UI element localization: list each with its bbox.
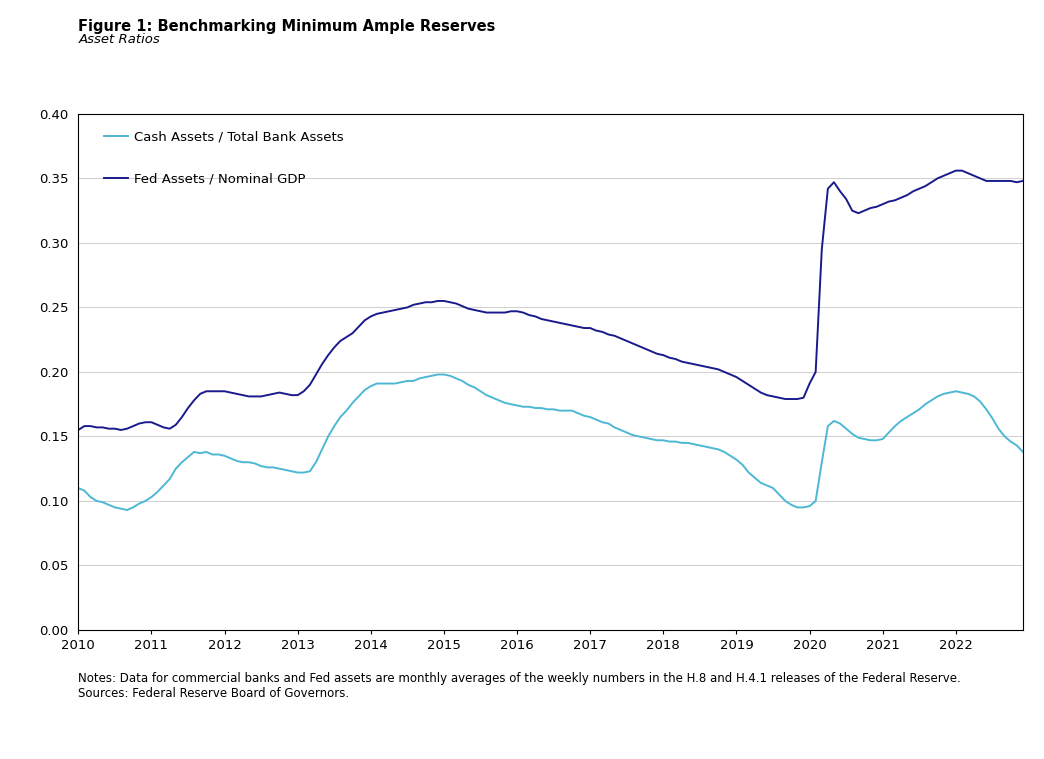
Fed Assets / Nominal GDP (72, 425, 85, 434)
Cash Assets / Total Bank Assets (437, 370, 450, 379)
Cash Assets / Total Bank Assets (431, 370, 444, 379)
Cash Assets / Total Bank Assets (315, 445, 328, 454)
Cash Assets / Total Bank Assets (736, 460, 749, 469)
Legend: Cash Assets / Total Bank Assets, Fed Assets / Nominal GDP: Cash Assets / Total Bank Assets, Fed Ass… (103, 131, 343, 186)
Fed Assets / Nominal GDP (950, 166, 963, 175)
Line: Fed Assets / Nominal GDP: Fed Assets / Nominal GDP (78, 171, 1023, 430)
Fed Assets / Nominal GDP (426, 298, 438, 307)
Cash Assets / Total Bank Assets (121, 505, 134, 515)
Line: Cash Assets / Total Bank Assets: Cash Assets / Total Bank Assets (78, 374, 1023, 510)
Cash Assets / Total Bank Assets (846, 430, 858, 439)
Cash Assets / Total Bank Assets (645, 434, 658, 443)
Fed Assets / Nominal GDP (725, 370, 737, 379)
Fed Assets / Nominal GDP (310, 370, 323, 379)
Cash Assets / Total Bank Assets (72, 483, 85, 493)
Text: Asset Ratios: Asset Ratios (78, 33, 160, 46)
Text: Notes: Data for commercial banks and Fed assets are monthly averages of the week: Notes: Data for commercial banks and Fed… (78, 672, 962, 685)
Cash Assets / Total Bank Assets (1017, 447, 1029, 456)
Fed Assets / Nominal GDP (1017, 176, 1029, 185)
Fed Assets / Nominal GDP (462, 304, 475, 313)
Fed Assets / Nominal GDP (834, 187, 847, 196)
Fed Assets / Nominal GDP (633, 342, 645, 351)
Text: Figure 1: Benchmarking Minimum Ample Reserves: Figure 1: Benchmarking Minimum Ample Res… (78, 19, 496, 34)
Cash Assets / Total Bank Assets (474, 386, 487, 396)
Text: Sources: Federal Reserve Board of Governors.: Sources: Federal Reserve Board of Govern… (78, 687, 350, 700)
